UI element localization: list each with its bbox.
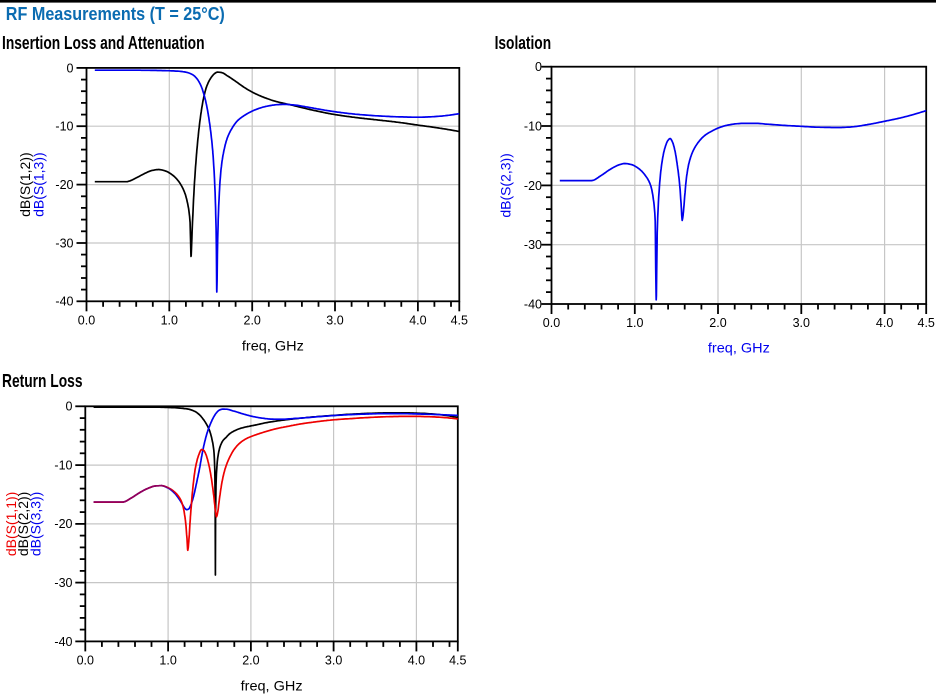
svg-text:4.0: 4.0 [409, 313, 426, 327]
svg-text:0.0: 0.0 [77, 654, 94, 668]
svg-text:2.0: 2.0 [709, 316, 726, 330]
svg-text:4.0: 4.0 [408, 654, 425, 668]
svg-text:3.0: 3.0 [793, 316, 810, 330]
svg-text:0: 0 [535, 60, 542, 74]
svg-text:3.0: 3.0 [325, 654, 342, 668]
svg-text:freq, GHz: freq, GHz [708, 341, 770, 356]
svg-text:Return Loss: Return Loss [2, 371, 83, 391]
svg-text:dB(S(1,3)): dB(S(1,3)) [31, 152, 46, 217]
svg-text:1.0: 1.0 [159, 654, 176, 668]
svg-text:Insertion Loss and Attenuation: Insertion Loss and Attenuation [2, 33, 205, 53]
svg-text:-40: -40 [55, 295, 73, 309]
svg-text:-30: -30 [54, 576, 72, 590]
svg-text:-30: -30 [55, 236, 73, 250]
svg-text:dB(S(3,3)): dB(S(3,3)) [28, 492, 43, 557]
svg-text:1.0: 1.0 [626, 316, 643, 330]
svg-text:-40: -40 [524, 297, 542, 311]
svg-text:freq, GHz: freq, GHz [241, 678, 303, 693]
svg-text:dB(S(1,2)): dB(S(1,2)) [18, 152, 33, 217]
svg-text:0.0: 0.0 [543, 316, 560, 330]
svg-text:1.0: 1.0 [161, 313, 178, 327]
svg-text:-10: -10 [54, 459, 72, 473]
svg-text:dB(S(2,2)): dB(S(2,2)) [16, 492, 31, 557]
svg-text:-10: -10 [55, 120, 73, 134]
svg-text:4.5: 4.5 [451, 313, 468, 327]
svg-text:Isolation: Isolation [495, 33, 551, 53]
svg-text:dB(S(1,1)): dB(S(1,1)) [4, 492, 19, 557]
svg-text:3.0: 3.0 [326, 313, 343, 327]
svg-text:0: 0 [66, 400, 73, 414]
svg-text:-10: -10 [524, 119, 542, 133]
svg-text:-40: -40 [54, 635, 72, 649]
svg-text:dB(S(2,3)): dB(S(2,3)) [498, 153, 513, 218]
svg-text:4.0: 4.0 [876, 316, 893, 330]
svg-text:RF Measurements (T = 25°C): RF Measurements (T = 25°C) [6, 4, 225, 24]
svg-text:2.0: 2.0 [242, 654, 259, 668]
svg-text:4.5: 4.5 [449, 654, 466, 668]
svg-text:-20: -20 [55, 178, 73, 192]
svg-text:freq, GHz: freq, GHz [242, 338, 304, 353]
svg-text:0: 0 [67, 61, 74, 75]
svg-text:2.0: 2.0 [244, 313, 261, 327]
svg-text:-20: -20 [54, 517, 72, 531]
svg-text:-30: -30 [524, 238, 542, 252]
svg-text:4.5: 4.5 [918, 316, 935, 330]
svg-text:0.0: 0.0 [78, 313, 95, 327]
svg-text:-20: -20 [524, 179, 542, 193]
